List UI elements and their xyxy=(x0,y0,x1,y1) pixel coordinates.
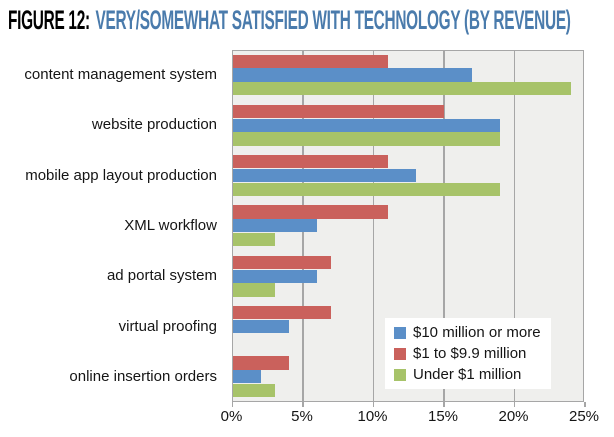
bar--10-million-or-more-0 xyxy=(232,68,473,82)
bar--10-million-or-more-5 xyxy=(232,319,289,334)
x-axis-label: 15% xyxy=(427,408,459,425)
bar--1-to-9-9-million-2 xyxy=(232,155,388,169)
bar--1-to-9-9-million-6 xyxy=(232,356,289,370)
category-label: mobile app layout production xyxy=(25,166,217,184)
x-axis-label: 20% xyxy=(498,408,529,425)
bar--10-million-or-more-4 xyxy=(232,269,318,283)
legend-swatch-icon xyxy=(394,326,406,339)
legend-item: $10 million or more xyxy=(394,322,541,343)
bar-under-1-million-6 xyxy=(232,383,275,398)
figure-title: FIGURE 12: VERY/SOMEWHAT SATISFIED WITH T… xyxy=(8,5,571,36)
bar--10-million-or-more-1 xyxy=(232,118,501,132)
bar--1-to-9-9-million-1 xyxy=(232,104,444,119)
bar-under-1-million-0 xyxy=(232,82,571,96)
axis-tick xyxy=(513,402,515,407)
gridline-10pct xyxy=(372,50,374,402)
bar--10-million-or-more-6 xyxy=(232,370,261,384)
x-axis-label: 25% xyxy=(568,408,600,425)
bar--10-million-or-more-3 xyxy=(232,219,318,233)
category-label: XML workflow xyxy=(124,217,217,234)
figure-title-text: VERY/SOMEWHAT SATISFIED WITH TECHNOLOGY … xyxy=(95,5,571,35)
legend-item: $1 to $9.9 million xyxy=(394,343,541,364)
axis-tick xyxy=(302,402,304,407)
category-label: online insertion orders xyxy=(69,367,217,385)
axis-tick xyxy=(231,402,233,407)
bar--1-to-9-9-million-3 xyxy=(232,205,388,219)
legend-swatch-icon xyxy=(394,368,406,381)
legend-label: Under $1 million xyxy=(413,366,522,383)
legend-label: $10 million or more xyxy=(413,324,541,341)
bar--1-to-9-9-million-4 xyxy=(232,255,332,269)
bar-under-1-million-2 xyxy=(232,182,501,196)
bar-under-1-million-1 xyxy=(232,132,501,146)
x-axis-label: 5% xyxy=(291,408,313,425)
x-axis-label: 0% xyxy=(220,408,243,425)
category-label: content management system xyxy=(24,66,217,84)
axis-tick xyxy=(443,402,445,407)
gridline-15pct xyxy=(443,50,445,402)
gridline-20pct xyxy=(513,50,515,402)
legend-label: $1 to $9.9 million xyxy=(413,345,527,362)
bar--10-million-or-more-2 xyxy=(232,168,416,183)
axis-tick xyxy=(372,402,374,407)
legend-swatch-icon xyxy=(394,347,406,360)
axis-tick xyxy=(584,402,586,407)
bar--1-to-9-9-million-5 xyxy=(232,306,332,320)
bar-under-1-million-3 xyxy=(232,233,275,247)
category-label: ad portal system xyxy=(106,267,217,285)
bar--1-to-9-9-million-0 xyxy=(232,54,388,68)
figure-number-label: FIGURE 12: xyxy=(8,5,90,35)
category-label: website production xyxy=(91,116,217,134)
legend: $10 million or more $1 to $9.9 million Und… xyxy=(385,318,551,389)
bar-under-1-million-4 xyxy=(232,283,275,297)
x-axis-label: 10% xyxy=(357,408,388,425)
category-label: virtual proofing xyxy=(118,317,217,335)
legend-item: Under $1 million xyxy=(394,364,541,385)
